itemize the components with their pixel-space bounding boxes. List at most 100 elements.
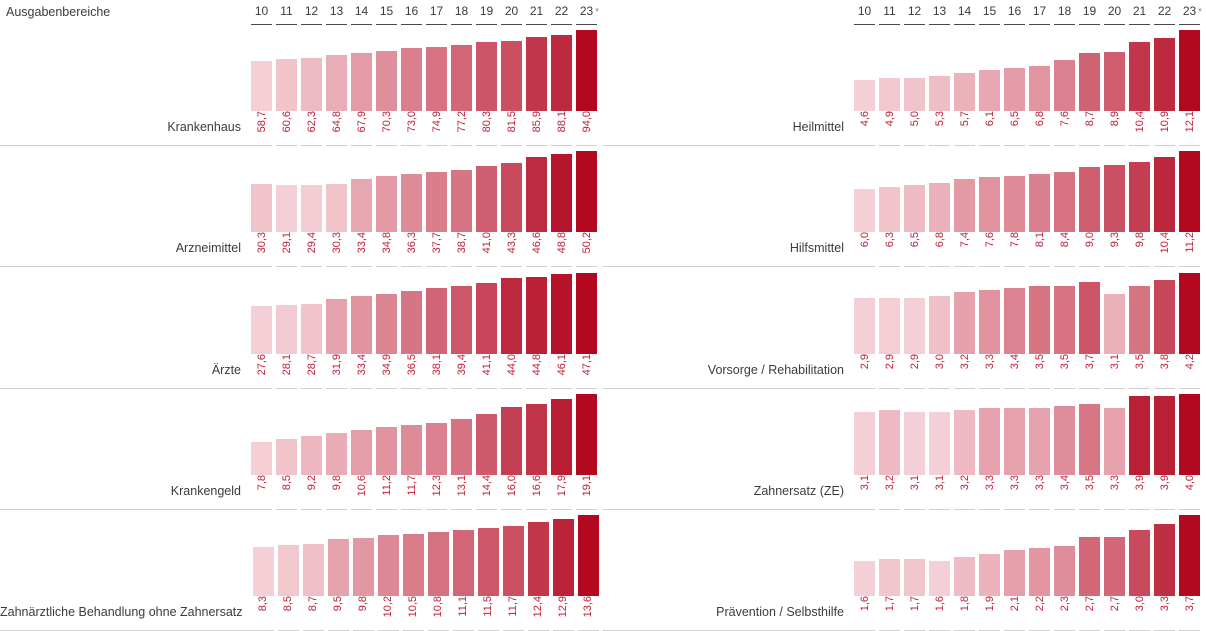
bar[interactable] [426, 422, 447, 475]
bar[interactable] [879, 297, 900, 354]
bar[interactable] [451, 44, 472, 112]
bar[interactable] [954, 178, 975, 233]
bar[interactable] [551, 274, 572, 354]
bar[interactable] [879, 410, 900, 475]
bar[interactable] [526, 404, 547, 475]
bar[interactable] [1179, 515, 1200, 597]
bar[interactable] [1179, 272, 1200, 354]
bar[interactable] [1054, 171, 1075, 233]
bar[interactable] [1079, 282, 1100, 354]
sort-desc-icon[interactable]: ▼ [594, 8, 600, 14]
bar[interactable] [526, 276, 547, 354]
bar[interactable] [351, 429, 372, 475]
bar[interactable] [904, 185, 925, 233]
year-header-20[interactable]: 20 [1104, 4, 1125, 25]
bar[interactable] [351, 52, 372, 112]
bar[interactable] [979, 177, 1000, 233]
bar[interactable] [576, 272, 597, 354]
bar[interactable] [1054, 545, 1075, 597]
year-header-10[interactable]: 10 [251, 4, 272, 25]
bar[interactable] [1029, 408, 1050, 475]
bar[interactable] [451, 285, 472, 354]
bar[interactable] [1029, 173, 1050, 233]
year-header-21[interactable]: 21 [526, 4, 547, 25]
bar[interactable] [904, 412, 925, 475]
year-header-22[interactable]: 22 [1154, 4, 1175, 25]
bar[interactable] [477, 527, 499, 597]
bar[interactable] [1129, 530, 1150, 597]
bar[interactable] [929, 412, 950, 475]
row-label[interactable]: Hilfsmittel [603, 146, 854, 268]
bar[interactable] [929, 295, 950, 354]
row-label[interactable]: Prävention / Selbsthilfe [603, 510, 854, 631]
bar[interactable] [1079, 53, 1100, 112]
bar[interactable] [1154, 157, 1175, 233]
bar[interactable] [376, 293, 397, 354]
bar[interactable] [276, 438, 297, 475]
bar[interactable] [426, 288, 447, 354]
bar[interactable] [929, 183, 950, 233]
bar[interactable] [1029, 286, 1050, 354]
year-header-11[interactable]: 11 [879, 4, 900, 25]
year-header-17[interactable]: 17 [1029, 4, 1050, 25]
bar[interactable] [251, 441, 272, 475]
bar[interactable] [1104, 51, 1125, 112]
bar[interactable] [251, 306, 272, 354]
bar[interactable] [879, 186, 900, 233]
bar[interactable] [251, 183, 272, 233]
bar[interactable] [402, 533, 424, 597]
bar[interactable] [1004, 67, 1025, 112]
year-header-10[interactable]: 10 [854, 4, 875, 25]
bar[interactable] [979, 70, 1000, 112]
row-label[interactable]: Zahnersatz (ZE) [603, 389, 854, 510]
bar[interactable] [1079, 167, 1100, 233]
bar[interactable] [979, 290, 1000, 354]
bar[interactable] [1054, 286, 1075, 354]
bar[interactable] [501, 41, 522, 112]
bar[interactable] [1179, 393, 1200, 475]
bar[interactable] [929, 561, 950, 597]
bar[interactable] [576, 151, 597, 233]
bar[interactable] [476, 413, 497, 475]
bar[interactable] [277, 545, 299, 597]
year-header-22[interactable]: 22 [551, 4, 572, 25]
year-header-15[interactable]: 15 [376, 4, 397, 25]
bar[interactable] [1104, 165, 1125, 233]
year-header-20[interactable]: 20 [501, 4, 522, 25]
bar[interactable] [301, 185, 322, 233]
bar[interactable] [1104, 293, 1125, 354]
bar[interactable] [427, 531, 449, 597]
bar[interactable] [276, 305, 297, 354]
bar[interactable] [526, 157, 547, 233]
bar[interactable] [1154, 38, 1175, 112]
bar[interactable] [1029, 65, 1050, 112]
bar[interactable] [376, 50, 397, 112]
bar[interactable] [326, 183, 347, 233]
year-header-14[interactable]: 14 [954, 4, 975, 25]
year-header-15[interactable]: 15 [979, 4, 1000, 25]
bar[interactable] [854, 80, 875, 112]
year-header-14[interactable]: 14 [351, 4, 372, 25]
row-label[interactable]: Krankenhaus [0, 25, 251, 147]
bar[interactable] [501, 406, 522, 475]
bar[interactable] [1154, 280, 1175, 354]
bar[interactable] [326, 433, 347, 475]
bar[interactable] [376, 176, 397, 233]
bar[interactable] [326, 55, 347, 112]
bar[interactable] [954, 410, 975, 475]
bar[interactable] [904, 77, 925, 112]
bar[interactable] [854, 412, 875, 475]
bar[interactable] [476, 282, 497, 354]
bar[interactable] [854, 561, 875, 597]
year-header-21[interactable]: 21 [1129, 4, 1150, 25]
bar[interactable] [276, 185, 297, 233]
row-label[interactable]: Vorsorge / Rehabilitation [603, 267, 854, 389]
bar[interactable] [1104, 536, 1125, 597]
year-header-13[interactable]: 13 [326, 4, 347, 25]
bar[interactable] [1154, 395, 1175, 475]
bar[interactable] [526, 37, 547, 112]
bar[interactable] [276, 59, 297, 112]
row-label[interactable]: Heilmittel [603, 25, 854, 147]
bar[interactable] [1004, 288, 1025, 354]
bar[interactable] [854, 297, 875, 354]
